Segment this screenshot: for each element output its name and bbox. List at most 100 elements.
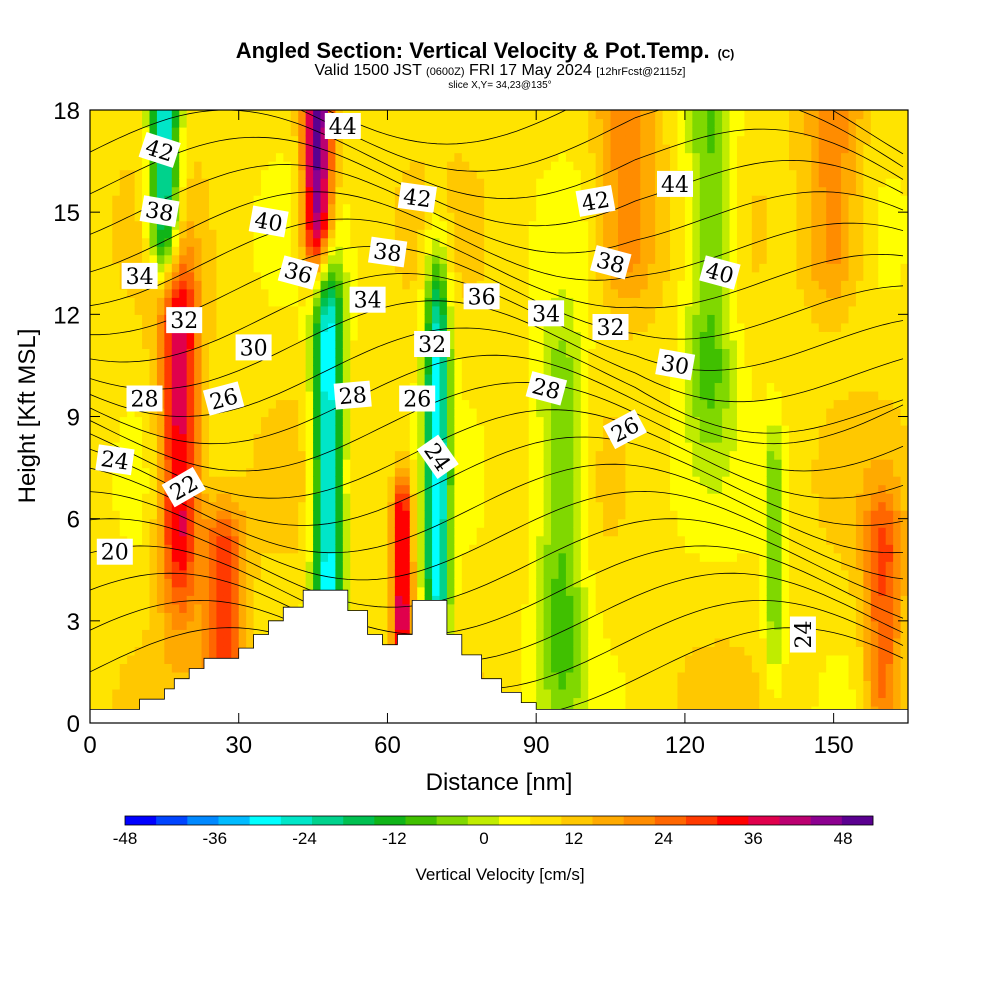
velocity-cell xyxy=(186,365,195,375)
velocity-cell xyxy=(342,356,351,367)
velocity-cell xyxy=(283,433,292,443)
velocity-cell xyxy=(439,237,448,247)
velocity-cell xyxy=(201,637,210,647)
velocity-cell xyxy=(588,339,597,349)
velocity-cell xyxy=(216,152,225,162)
velocity-cell xyxy=(580,450,589,460)
velocity-cell xyxy=(417,586,426,596)
velocity-cell xyxy=(521,654,530,664)
velocity-cell xyxy=(365,110,374,120)
velocity-cell xyxy=(179,416,188,426)
velocity-cell xyxy=(112,586,121,596)
velocity-cell xyxy=(536,135,545,145)
velocity-cell xyxy=(543,493,552,503)
velocity-cell xyxy=(97,484,106,494)
velocity-cell xyxy=(201,263,210,273)
velocity-cell xyxy=(565,152,574,162)
velocity-cell xyxy=(484,518,493,528)
velocity-cell xyxy=(216,620,225,630)
velocity-cell xyxy=(97,373,106,384)
velocity-cell xyxy=(342,484,351,494)
velocity-cell xyxy=(580,271,589,281)
velocity-cell xyxy=(186,331,195,341)
velocity-cell xyxy=(305,552,314,562)
velocity-cell xyxy=(439,314,448,324)
velocity-cell xyxy=(327,288,336,298)
velocity-cell xyxy=(588,620,597,630)
velocity-cell xyxy=(238,212,247,222)
velocity-cell xyxy=(134,220,143,230)
velocity-cell xyxy=(350,220,359,230)
velocity-cell xyxy=(164,612,173,622)
velocity-cell xyxy=(573,663,582,673)
velocity-cell xyxy=(283,484,292,494)
velocity-cell xyxy=(134,212,143,222)
velocity-cell xyxy=(595,390,604,401)
velocity-cell xyxy=(543,501,552,511)
velocity-cell xyxy=(119,373,128,384)
velocity-cell xyxy=(402,561,411,571)
velocity-cell xyxy=(513,399,522,409)
velocity-cell xyxy=(476,373,485,384)
velocity-cell xyxy=(565,425,574,435)
velocity-cell xyxy=(164,501,173,511)
velocity-cell xyxy=(134,229,143,239)
velocity-cell xyxy=(298,229,307,239)
velocity-cell xyxy=(387,263,396,273)
velocity-cell xyxy=(506,399,515,409)
velocity-cell xyxy=(491,612,500,622)
velocity-cell xyxy=(112,561,121,571)
velocity-cell xyxy=(484,535,493,545)
velocity-cell xyxy=(208,169,218,179)
velocity-cell xyxy=(595,544,604,554)
velocity-cell xyxy=(290,356,299,367)
velocity-cell xyxy=(238,425,247,435)
velocity-cell xyxy=(275,578,284,588)
velocity-cell xyxy=(499,527,508,537)
velocity-cell xyxy=(134,195,143,205)
velocity-cell xyxy=(573,637,582,647)
velocity-cell xyxy=(320,433,329,443)
velocity-cell xyxy=(499,152,508,162)
velocity-cell xyxy=(216,263,225,273)
velocity-cell xyxy=(372,373,381,384)
velocity-cell xyxy=(417,578,426,588)
velocity-cell xyxy=(290,416,299,426)
velocity-cell xyxy=(528,459,537,469)
velocity-cell xyxy=(595,178,604,188)
velocity-cell xyxy=(573,161,582,171)
velocity-cell xyxy=(275,263,284,273)
velocity-cell xyxy=(223,237,232,247)
velocity-cell xyxy=(491,527,500,537)
velocity-cell xyxy=(305,246,314,256)
velocity-cell xyxy=(164,467,173,477)
velocity-cell xyxy=(283,544,292,554)
velocity-cell xyxy=(127,229,136,239)
velocity-cell xyxy=(454,195,463,205)
velocity-cell xyxy=(432,212,441,222)
velocity-cell xyxy=(357,484,366,494)
velocity-cell xyxy=(454,152,463,162)
velocity-cell xyxy=(588,586,597,596)
velocity-cell xyxy=(528,552,537,562)
velocity-cell xyxy=(305,161,314,171)
velocity-cell xyxy=(134,688,143,699)
velocity-cell xyxy=(565,246,574,256)
velocity-cell xyxy=(499,501,508,511)
velocity-cell xyxy=(134,663,143,673)
velocity-cell xyxy=(357,561,366,571)
velocity-cell xyxy=(186,237,195,247)
velocity-cell xyxy=(186,220,195,230)
velocity-cell xyxy=(402,535,411,545)
velocity-cell xyxy=(201,305,210,315)
velocity-cell xyxy=(588,603,597,613)
velocity-cell xyxy=(461,493,470,503)
velocity-cell xyxy=(499,544,508,554)
velocity-cell xyxy=(231,178,240,188)
velocity-cell xyxy=(335,305,344,315)
velocity-cell xyxy=(417,178,426,188)
velocity-cell xyxy=(521,127,530,137)
velocity-cell xyxy=(446,322,455,332)
velocity-cell xyxy=(484,220,493,230)
velocity-cell xyxy=(491,254,500,264)
